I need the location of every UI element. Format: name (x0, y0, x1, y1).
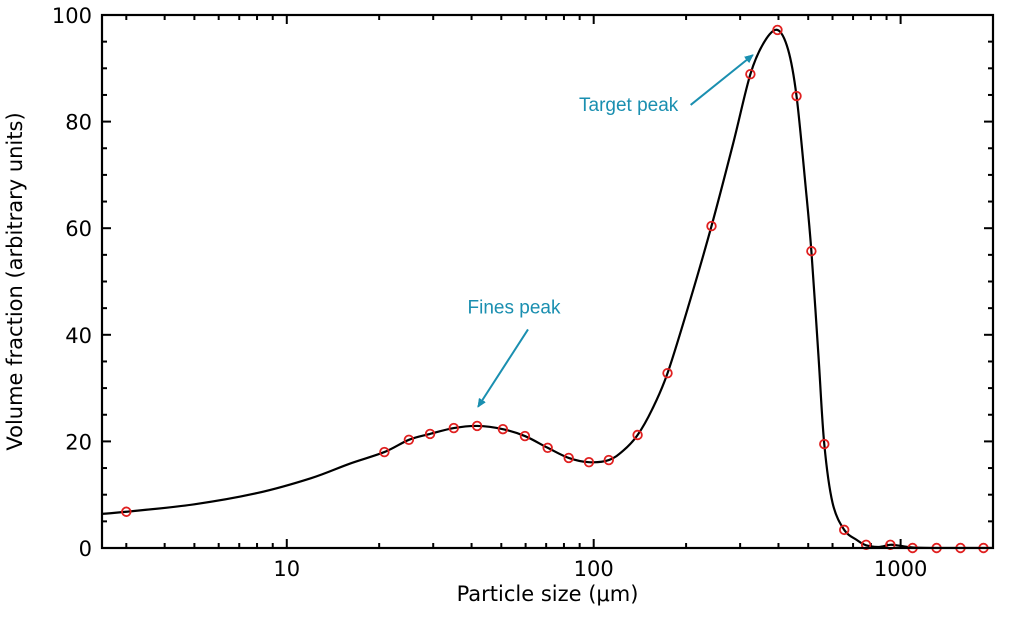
data-point (121, 506, 132, 517)
data-point (424, 428, 436, 440)
x-tick-label: 100 (574, 557, 614, 581)
fit-curve (102, 28, 993, 548)
data-point (448, 422, 459, 434)
data-point (745, 68, 756, 80)
y-tick-label: 20 (65, 430, 92, 454)
data-point (542, 442, 553, 453)
data-point (860, 539, 872, 551)
y-tick-label: 60 (65, 217, 92, 241)
x-tick-label: 10 (273, 557, 300, 581)
data-point (791, 90, 802, 102)
data-point (706, 220, 717, 232)
y-tick-label: 40 (65, 324, 92, 348)
data-point (885, 539, 896, 551)
data-point (662, 367, 673, 379)
data-point (603, 454, 615, 466)
annotation-arrow (477, 328, 529, 408)
annotation-layer: Fines peak Target peak (468, 54, 754, 408)
data-point (519, 430, 531, 442)
data-point (819, 438, 830, 450)
annotation-label: Target peak (579, 95, 679, 116)
data-point (563, 452, 574, 464)
plot-frame (100, 13, 995, 550)
data-point (403, 434, 415, 446)
x-axis-label: Particle size (μm) (457, 582, 639, 606)
data-point (772, 24, 783, 36)
data-point (471, 420, 483, 432)
data-point (806, 245, 817, 257)
curve-layer (102, 28, 993, 548)
annotation-arrow (690, 54, 754, 106)
y-axis-label: Volume fraction (arbitrary units) (3, 112, 27, 450)
ticks-layer: 10 100 1000 0 20 40 60 80 100 (52, 4, 994, 581)
data-point (583, 456, 595, 468)
y-tick-label: 0 (79, 537, 92, 561)
data-point (839, 524, 850, 536)
marker-layer (121, 24, 989, 554)
y-tick-label: 100 (52, 4, 92, 28)
annotation-label: Fines peak (468, 297, 561, 318)
data-point (379, 446, 390, 458)
data-point (632, 429, 643, 441)
data-point (497, 423, 509, 435)
x-tick-label: 1000 (874, 557, 927, 581)
y-tick-label: 80 (65, 111, 92, 135)
